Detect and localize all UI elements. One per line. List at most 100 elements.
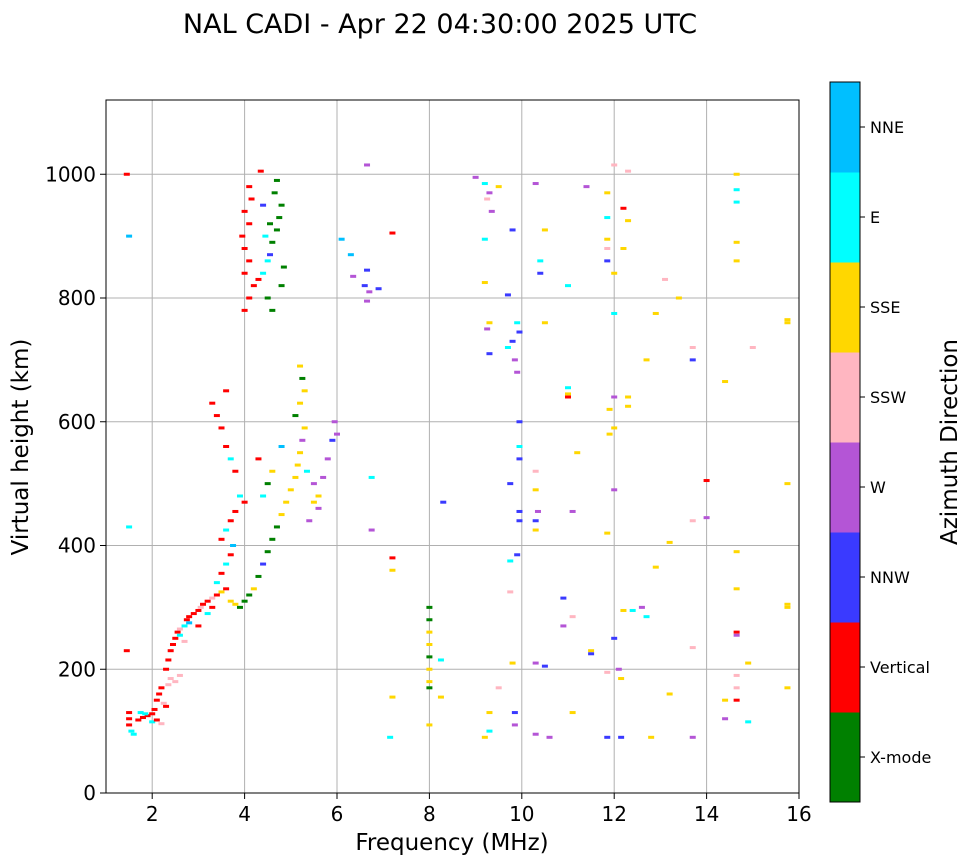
data-point-ssw <box>611 163 618 167</box>
data-point-nnw <box>689 358 696 362</box>
colorbar-frame <box>829 81 861 803</box>
data-point-vertical <box>227 519 234 523</box>
data-point-w <box>488 209 495 213</box>
data-point-vertical <box>239 234 246 238</box>
data-point-vertical <box>126 711 133 715</box>
data-point-sse <box>301 426 308 430</box>
data-point-w <box>364 299 371 303</box>
data-point-sse <box>604 237 611 241</box>
data-point-vertical <box>218 571 225 575</box>
data-point-ssw <box>167 677 174 681</box>
data-point-nnw <box>486 352 493 356</box>
data-point-sse <box>532 488 539 492</box>
data-point-nnw <box>509 339 516 343</box>
data-point-sse <box>389 695 396 699</box>
data-point-e <box>733 200 740 204</box>
data-point-vertical <box>190 612 197 616</box>
data-point-sse <box>784 318 791 322</box>
data-point-sse <box>733 550 740 554</box>
data-point-vertical <box>153 698 160 702</box>
data-point-sse <box>625 395 632 399</box>
data-point-ssw <box>604 670 611 674</box>
data-points <box>123 163 791 739</box>
grid-lines <box>106 100 800 794</box>
data-point-vertical <box>241 209 248 213</box>
data-point-e <box>507 559 514 563</box>
data-point-sse <box>297 451 304 455</box>
data-point-nnw <box>532 519 539 523</box>
data-point-w <box>315 506 322 510</box>
data-point-x-mode <box>236 605 243 609</box>
data-point-sse <box>269 469 276 473</box>
data-point-w <box>703 516 710 520</box>
data-point-vertical <box>223 389 230 393</box>
data-point-w <box>306 519 313 523</box>
data-point-vertical <box>255 277 262 281</box>
data-point-x-mode <box>278 203 285 207</box>
colorbar-segment <box>830 352 860 443</box>
data-point-w <box>368 528 375 532</box>
data-point-vertical <box>174 630 181 634</box>
data-point-vertical <box>123 649 130 653</box>
x-tick-label: 2 <box>146 802 159 826</box>
colorbar-segment <box>830 712 860 803</box>
data-point-x-mode <box>264 550 271 554</box>
data-point-w <box>560 624 567 628</box>
data-point-vertical <box>209 401 216 405</box>
data-point-x-mode <box>269 537 276 541</box>
data-point-sse <box>652 565 659 569</box>
data-point-vertical <box>232 469 239 473</box>
data-point-ssw <box>209 596 216 600</box>
data-point-w <box>532 661 539 665</box>
data-point-sse <box>733 259 740 263</box>
data-point-vertical <box>195 624 202 628</box>
data-point-nnw <box>537 271 544 275</box>
data-point-sse <box>315 494 322 498</box>
colorbar: X-mode Vertical NNW W SSW SSE E NNE <box>829 81 931 803</box>
data-point-sse <box>218 590 225 594</box>
data-point-e <box>629 608 636 612</box>
data-point-w <box>534 509 541 513</box>
data-point-nnw <box>504 293 511 297</box>
data-point-sse <box>745 661 752 665</box>
data-point-nnw <box>611 636 618 640</box>
y-tick-label: 600 <box>58 410 96 434</box>
data-point-w <box>532 182 539 186</box>
data-point-e <box>126 525 133 529</box>
data-point-ssw <box>689 646 696 650</box>
plot-frame <box>105 99 800 794</box>
data-point-x-mode <box>299 376 306 380</box>
data-point-sse <box>611 426 618 430</box>
data-point-vertical <box>733 698 740 702</box>
data-point-sse <box>481 735 488 739</box>
data-point-sse <box>648 735 655 739</box>
data-point-sse <box>574 451 581 455</box>
data-point-x-mode <box>426 605 433 609</box>
chart-title: NAL CADI - Apr 22 04:30:00 2025 UTC <box>183 9 697 40</box>
data-point-vertical <box>223 445 230 448</box>
data-point-e <box>481 237 488 241</box>
data-point-sse <box>486 321 493 325</box>
data-point-x-mode <box>280 265 287 269</box>
data-point-w <box>511 358 518 362</box>
data-point-vertical <box>139 716 146 720</box>
data-point-e <box>260 271 267 275</box>
x-tick-label: 12 <box>601 802 626 826</box>
data-point-nnw <box>511 711 518 715</box>
data-point-vertical <box>246 259 253 263</box>
data-point-vertical <box>172 636 179 640</box>
data-point-vertical <box>246 222 253 226</box>
data-point-e <box>604 216 611 220</box>
data-point-sse <box>250 587 257 591</box>
data-point-sse <box>784 602 791 606</box>
data-point-x-mode <box>267 222 274 226</box>
data-point-sse <box>733 587 740 591</box>
data-point-nne <box>347 253 354 257</box>
data-point-sse <box>666 692 673 696</box>
data-point-nne <box>278 445 285 448</box>
data-point-x-mode <box>292 414 299 418</box>
data-point-vertical <box>149 712 156 716</box>
y-tick-label: 0 <box>83 781 96 805</box>
data-point-sse <box>278 513 285 517</box>
y-tick-label: 800 <box>58 286 96 310</box>
